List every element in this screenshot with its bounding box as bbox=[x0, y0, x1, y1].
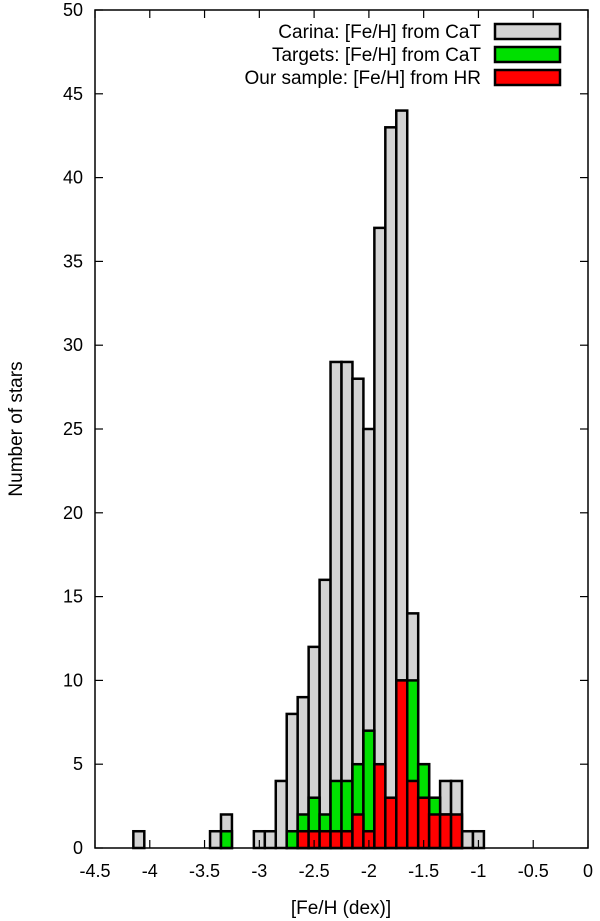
series-carina bbox=[132, 109, 486, 850]
legend-label: Our sample: [Fe/H] from HR bbox=[245, 68, 482, 89]
x-tick-label: -0.5 bbox=[518, 861, 549, 881]
bar-carina bbox=[263, 829, 278, 850]
bar-our-sample bbox=[340, 829, 354, 850]
x-tick-label: -3.5 bbox=[189, 861, 220, 881]
legend-swatch bbox=[493, 22, 562, 41]
bar-carina bbox=[373, 226, 387, 850]
bar-carina bbox=[340, 360, 354, 850]
y-tick-label: 35 bbox=[63, 251, 83, 271]
x-tick-label: -4 bbox=[142, 861, 158, 881]
y-tick-label: 20 bbox=[63, 503, 83, 523]
y-tick-label: 40 bbox=[63, 168, 83, 188]
bar-our-sample bbox=[373, 762, 387, 850]
bar-our-sample bbox=[329, 829, 343, 850]
bar-carina bbox=[329, 360, 343, 850]
ticks-layer: -4.5 -4 -3.5 -3 -2.5 -2 -1.5 -1 -0.5 0 0 5 10 15 20 25 3… bbox=[63, 0, 593, 881]
legend-label: Carina: [Fe/H] from CaT bbox=[278, 22, 481, 43]
legend-item-our-sample: Our sample: [Fe/H] from HR bbox=[245, 68, 562, 89]
legend-item-carina: Carina: [Fe/H] from CaT bbox=[278, 22, 562, 43]
legend-item-targets: Targets: [Fe/H] from CaT bbox=[272, 45, 562, 66]
bar-carina bbox=[460, 829, 475, 850]
bar-carina bbox=[208, 829, 223, 850]
bar-carina bbox=[285, 712, 299, 850]
bar-our-sample bbox=[427, 813, 442, 850]
x-tick-label: -2 bbox=[361, 861, 377, 881]
y-axis-title: Number of stars bbox=[6, 361, 27, 496]
bar-carina bbox=[132, 829, 146, 850]
bar-our-sample bbox=[296, 829, 310, 850]
bar-targets bbox=[285, 829, 299, 850]
y-tick-label: 0 bbox=[73, 838, 83, 858]
bar-our-sample bbox=[395, 679, 409, 850]
bars-layer bbox=[132, 109, 486, 850]
y-tick-label: 25 bbox=[63, 419, 83, 439]
x-tick-label: -2.5 bbox=[299, 861, 330, 881]
legend-swatch bbox=[493, 68, 562, 87]
y-tick-label: 5 bbox=[73, 754, 83, 774]
y-tick-label: 30 bbox=[63, 335, 83, 355]
x-tick-label: -4.5 bbox=[79, 861, 110, 881]
bar-carina bbox=[384, 126, 398, 850]
bar-our-sample bbox=[351, 813, 365, 850]
bar-our-sample bbox=[384, 796, 398, 850]
bar-our-sample bbox=[438, 813, 453, 850]
x-tick-label: 0 bbox=[583, 861, 593, 881]
bar-carina bbox=[318, 578, 332, 850]
bar-our-sample bbox=[449, 813, 464, 850]
x-tick-label: -3 bbox=[251, 861, 267, 881]
y-tick-label: 45 bbox=[63, 84, 83, 104]
y-tick-label: 15 bbox=[63, 587, 83, 607]
legend-swatch bbox=[493, 45, 562, 64]
bar-targets bbox=[219, 829, 234, 850]
bar-carina bbox=[274, 779, 288, 850]
y-tick-label: 50 bbox=[63, 0, 83, 20]
x-axis-title: [Fe/H (dex)] bbox=[291, 898, 391, 919]
bar-our-sample bbox=[318, 829, 332, 850]
legend-label: Targets: [Fe/H] from CaT bbox=[272, 45, 481, 66]
bar-our-sample bbox=[405, 779, 420, 850]
y-tick-label: 10 bbox=[63, 670, 83, 690]
x-tick-label: -1 bbox=[470, 861, 486, 881]
x-tick-label: -1.5 bbox=[408, 861, 439, 881]
